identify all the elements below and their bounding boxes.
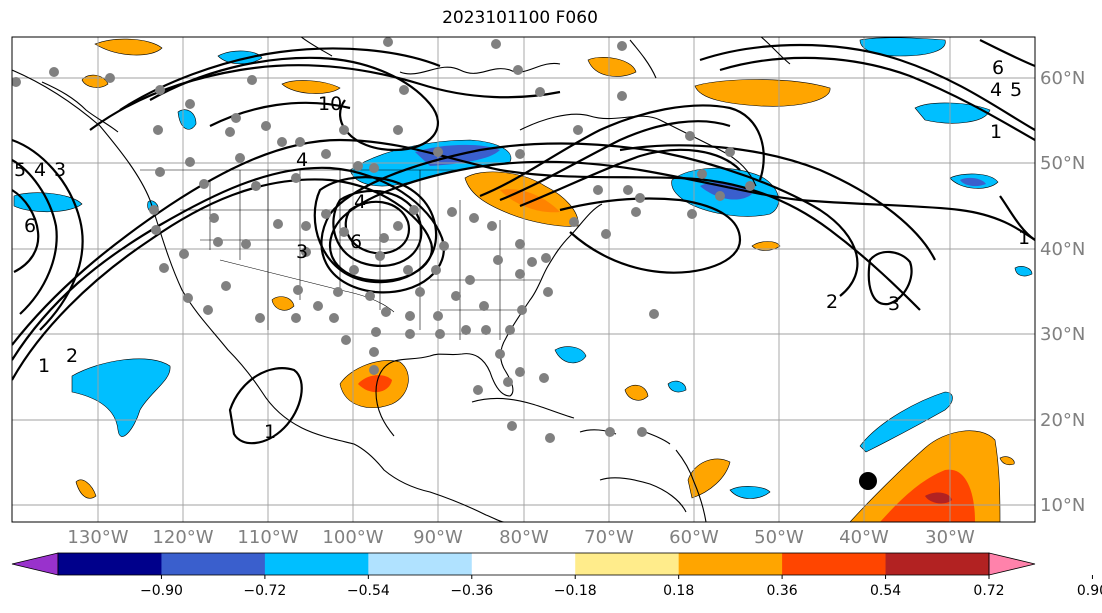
map-content: 10 4 4 6 3 5 4 3 6 1 2 1 2 3 6 4 5 1 1 <box>12 37 1035 522</box>
longitude-labels: 130°W 120°W 110°W 100°W 90°W 80°W 70°W 6… <box>67 527 975 548</box>
lon-label: 110°W <box>237 527 298 548</box>
colorbar-segment <box>58 553 162 575</box>
lon-label: 50°W <box>754 527 804 548</box>
contour-label-5: 5 <box>14 159 26 181</box>
colorbar-tick-label: −0.90 <box>140 583 183 599</box>
map-title: 2023101100 F060 <box>442 8 598 28</box>
lon-label: 90°W <box>413 527 463 548</box>
coastlines <box>12 37 791 522</box>
contour-label-4: 4 <box>34 159 46 181</box>
colorbar-tick-label: 0.18 <box>663 583 694 599</box>
lon-label: 130°W <box>67 527 128 548</box>
map-frame <box>11 36 1036 523</box>
colorbar-tick-label: −0.36 <box>450 583 493 599</box>
colorbar-tick-label: 0.72 <box>973 583 1004 599</box>
colorbar-segment <box>885 553 990 575</box>
contour-label-6: 6 <box>24 215 36 237</box>
colorbar-segment <box>368 553 473 575</box>
positive-anomaly-fill <box>75 38 1015 522</box>
contour-label-1: 1 <box>990 121 1002 143</box>
contours <box>12 39 1035 445</box>
contour-label-3: 3 <box>296 241 308 263</box>
colorbar-max-triangle <box>988 552 1036 576</box>
contour-label-4: 4 <box>354 191 366 213</box>
lat-label: 10°N <box>1040 495 1085 516</box>
colorbar-segment <box>471 553 576 575</box>
lon-label: 70°W <box>584 527 634 548</box>
contour-label-5: 5 <box>1010 79 1022 101</box>
contour-label-1: 1 <box>264 421 276 443</box>
colorbar-tick-label: −0.54 <box>347 583 390 599</box>
contour-label-6: 6 <box>992 57 1004 79</box>
lat-label: 40°N <box>1040 239 1085 260</box>
colorbar: −0.90 −0.72 −0.54 −0.36 −0.18 0.18 0.36 0.54 0.7… <box>11 552 1102 599</box>
colorbar-segment <box>678 553 783 575</box>
contour-label-2: 2 <box>66 345 78 367</box>
lon-label: 80°W <box>499 527 549 548</box>
contour-label-1: 1 <box>1018 227 1030 249</box>
lon-label: 120°W <box>152 527 213 548</box>
lon-label: 30°W <box>925 527 975 548</box>
contour-label-1: 1 <box>38 355 50 377</box>
storm-marker <box>859 472 877 490</box>
station-dots <box>12 37 755 443</box>
contour-label-3: 3 <box>54 159 66 181</box>
lon-label: 100°W <box>322 527 383 548</box>
contour-labels: 10 4 4 6 3 5 4 3 6 1 2 1 2 3 6 4 5 1 1 <box>14 57 1030 443</box>
colorbar-min-triangle <box>11 552 59 576</box>
colorbar-segment <box>161 553 266 575</box>
colorbar-border <box>57 552 990 576</box>
contour-label-4: 4 <box>296 149 308 171</box>
colorbar-tick-label: −0.72 <box>243 583 286 599</box>
lat-label: 50°N <box>1040 153 1085 174</box>
contour-label-6: 6 <box>350 231 362 253</box>
lat-label: 60°N <box>1040 68 1085 89</box>
map-background <box>12 37 1035 522</box>
contour-label-10: 10 <box>318 93 342 115</box>
colorbar-segment <box>782 553 887 575</box>
lon-label: 40°W <box>839 527 889 548</box>
contour-label-3: 3 <box>888 293 900 315</box>
colorbar-tick-label: 0.90 <box>1077 583 1102 599</box>
lon-label: 60°W <box>669 527 719 548</box>
colorbar-segment <box>264 553 369 575</box>
colorbar-tick-label: 0.54 <box>870 583 901 599</box>
latitude-labels: 60°N 50°N 40°N 30°N 20°N 10°N <box>1040 68 1085 516</box>
contour-label-2: 2 <box>826 291 838 313</box>
colorbar-tick-label: −0.18 <box>554 583 597 599</box>
lat-label: 30°N <box>1040 324 1085 345</box>
colorbar-tick-label: 0.36 <box>767 583 798 599</box>
colorbar-segment <box>575 553 680 575</box>
lat-label: 20°N <box>1040 410 1085 431</box>
contour-label-4: 4 <box>990 79 1002 101</box>
